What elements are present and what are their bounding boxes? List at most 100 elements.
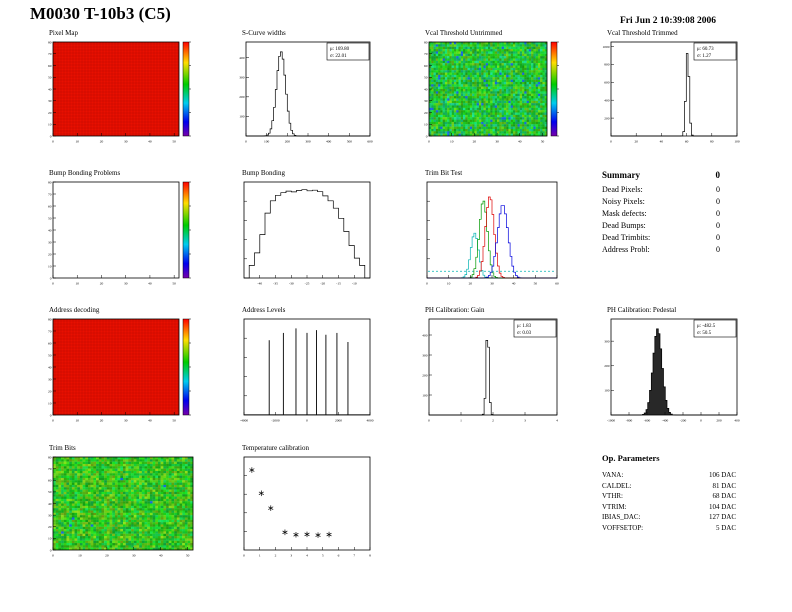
op-parameter-row: VTRIM: 104 DAC xyxy=(602,502,736,513)
svg-text:-1000: -1000 xyxy=(607,419,615,423)
svg-text:400: 400 xyxy=(239,56,245,60)
svg-text:600: 600 xyxy=(604,81,610,85)
summary-row: Dead Trimbits: 0 xyxy=(602,232,720,244)
chart-title: Trim Bit Test xyxy=(425,169,463,177)
svg-text:-800: -800 xyxy=(626,419,633,423)
svg-text:1: 1 xyxy=(259,554,261,558)
svg-text:30: 30 xyxy=(48,513,52,517)
svg-text:30: 30 xyxy=(124,419,128,423)
svg-text:70: 70 xyxy=(48,52,52,56)
svg-text:0: 0 xyxy=(306,419,308,423)
svg-text:60: 60 xyxy=(48,64,52,68)
svg-text:800: 800 xyxy=(604,63,610,67)
summary-row-label: Dead Pixels: xyxy=(602,185,643,194)
svg-text:-600: -600 xyxy=(644,419,651,423)
svg-text:70: 70 xyxy=(424,52,428,56)
svg-text:10: 10 xyxy=(450,140,454,144)
svg-text:20: 20 xyxy=(48,252,52,256)
svg-text:2000: 2000 xyxy=(335,419,342,423)
summary-row-label: Mask defects: xyxy=(602,209,647,218)
svg-text:20: 20 xyxy=(105,554,109,558)
svg-text:20: 20 xyxy=(100,282,104,286)
svg-text:50: 50 xyxy=(172,419,176,423)
panel-pixel-map: Pixel Map 0 10 20 30 40 50 0 10 20 30 40 50 60 70 80 xyxy=(40,28,198,146)
chart-title: S-Curve widths xyxy=(242,29,286,37)
svg-text:200: 200 xyxy=(285,140,291,144)
op-parameter-row: VOFFSETOP: 5 DAC xyxy=(602,523,736,534)
svg-text:100: 100 xyxy=(422,393,428,397)
summary-row-label: Noisy Pixels: xyxy=(602,197,645,206)
op-parameters-title: Op. Parameters xyxy=(602,453,660,463)
svg-text:50: 50 xyxy=(48,76,52,80)
svg-text:40: 40 xyxy=(48,87,52,91)
svg-text:-40: -40 xyxy=(257,282,262,286)
svg-text:400: 400 xyxy=(326,140,332,144)
svg-text:10: 10 xyxy=(48,401,52,405)
panel-address-decoding: Address decoding 0 10 20 30 40 50 0 10 20 30 40 50 6… xyxy=(40,305,198,425)
svg-text:σ: 22.01: σ: 22.01 xyxy=(330,54,347,59)
op-parameter-row: VTHR: 68 DAC xyxy=(602,491,736,502)
svg-text:80: 80 xyxy=(48,455,52,459)
summary-row: Address Probl: 0 xyxy=(602,244,720,256)
chart-title: PH Calibration: Gain xyxy=(425,306,485,314)
svg-text:σ: 50.5: σ: 50.5 xyxy=(697,331,712,336)
summary-row-label: Dead Bumps: xyxy=(602,221,646,230)
svg-text:0: 0 xyxy=(700,419,702,423)
op-parameter-label: VTRIM: xyxy=(602,502,627,511)
svg-text:1: 1 xyxy=(460,419,462,423)
op-parameter-value: 5 DAC xyxy=(715,523,736,532)
op-parameter-value: 106 DAC xyxy=(708,471,736,479)
svg-text:40: 40 xyxy=(512,282,516,286)
svg-text:10: 10 xyxy=(424,123,428,127)
op-parameter-value: 127 DAC xyxy=(708,513,736,521)
svg-text:200: 200 xyxy=(239,95,245,99)
bump-bonding-chart: -40 -35 -30 -25 -20 -15 -10 xyxy=(243,181,371,286)
chart-title: Vcal Threshold Untrimmed xyxy=(425,29,503,37)
svg-text:μ: 169.80: μ: 169.80 xyxy=(330,47,350,52)
svg-text:8: 8 xyxy=(369,554,371,558)
svg-text:50: 50 xyxy=(424,76,428,80)
panel-vcal-threshold-trimmed: Vcal Threshold Trimmed 0 20 40 60 80 100 200 40… xyxy=(598,28,742,146)
svg-text:400: 400 xyxy=(422,333,428,337)
summary-row-label: Dead Trimbits: xyxy=(602,233,651,242)
op-parameter-label: CALDEL: xyxy=(602,481,632,490)
svg-text:-4000: -4000 xyxy=(240,419,248,423)
summary-row-value: 0 xyxy=(716,245,720,254)
chart-title: Temperature calibration xyxy=(242,444,309,452)
svg-text:60: 60 xyxy=(555,282,559,286)
op-parameter-label: VOFFSETOP: xyxy=(602,523,644,532)
temperature-calibration-chart: 0 1 2 3 4 5 6 7 8 xyxy=(243,456,371,558)
svg-text:7: 7 xyxy=(353,554,355,558)
svg-text:60: 60 xyxy=(48,204,52,208)
svg-text:20: 20 xyxy=(48,525,52,529)
svg-text:20: 20 xyxy=(469,282,473,286)
chart-title: Address decoding xyxy=(49,306,100,314)
svg-text:100: 100 xyxy=(734,140,740,144)
panel-s-curve-widths: S-Curve widths 0 100 200 300 400 500 600 100 200… xyxy=(233,28,375,146)
chart-title: Bump Bonding xyxy=(242,169,285,177)
summary-row-label: Address Probl: xyxy=(602,245,650,254)
chart-title: Vcal Threshold Trimmed xyxy=(607,29,678,37)
svg-text:40: 40 xyxy=(148,282,152,286)
op-parameter-value: 81 DAC xyxy=(712,481,736,490)
svg-text:10: 10 xyxy=(75,419,79,423)
summary-row: Dead Pixels: 0 xyxy=(602,184,720,196)
chart-title: Pixel Map xyxy=(49,29,78,37)
svg-text:50: 50 xyxy=(172,282,176,286)
summary-block: Summary 0 Dead Pixels: 0 Noisy Pixels: 0 M… xyxy=(602,170,720,256)
summary-total: 0 xyxy=(715,170,721,180)
op-parameter-label: VTHR: xyxy=(602,492,623,500)
bump-bonding-problems-chart: 0 10 20 30 40 50 0 10 20 30 40 50 60 70 80 xyxy=(48,180,191,286)
svg-text:0: 0 xyxy=(610,140,612,144)
svg-text:50: 50 xyxy=(48,353,52,357)
svg-text:200: 200 xyxy=(422,373,428,377)
svg-text:-400: -400 xyxy=(662,419,669,423)
svg-text:σ: 1.27: σ: 1.27 xyxy=(697,54,712,59)
svg-text:-15: -15 xyxy=(336,282,341,286)
svg-text:300: 300 xyxy=(239,76,245,80)
svg-text:σ: 0.03: σ: 0.03 xyxy=(517,331,532,336)
panel-ph-calibration-gain: PH Calibration: Gain 0 1 2 3 4 100 200 300 400 μ:… xyxy=(416,305,562,425)
svg-text:0: 0 xyxy=(52,419,54,423)
svg-text:30: 30 xyxy=(424,99,428,103)
